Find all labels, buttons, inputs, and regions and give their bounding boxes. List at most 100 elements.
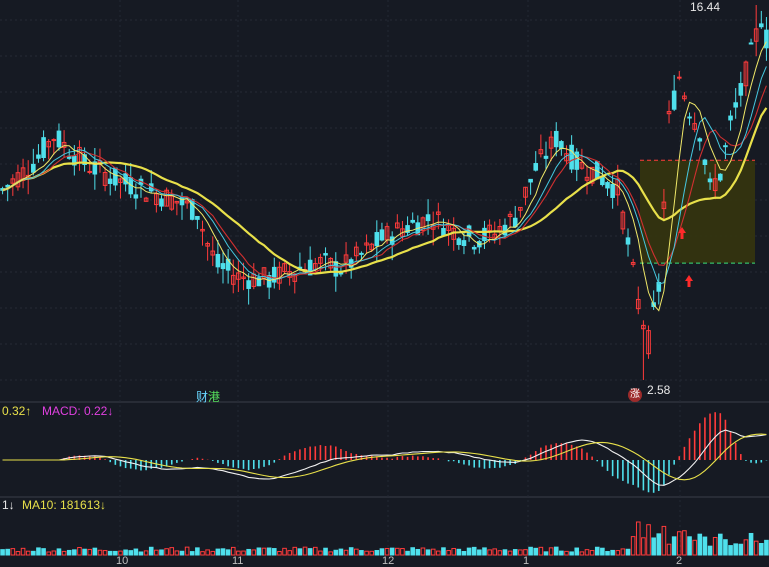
volume-bar: [416, 549, 420, 555]
volume-bar: [247, 549, 251, 555]
candle-body: [688, 117, 692, 118]
volume-bar: [426, 550, 430, 555]
volume-bar: [488, 550, 492, 555]
volume-bar: [401, 549, 405, 555]
volume-bar: [631, 537, 635, 555]
candle-body: [749, 43, 753, 44]
volume-bar: [677, 532, 681, 555]
volume-bar: [626, 549, 630, 555]
volume-bar: [519, 550, 523, 555]
volume-bar: [595, 547, 599, 555]
volume-bar: [185, 547, 189, 555]
volume-panel: [1, 522, 768, 555]
volume-bar: [452, 548, 456, 555]
volume-bar: [442, 548, 446, 555]
candle-body: [570, 145, 574, 169]
volume-bar: [565, 551, 569, 555]
volume-bar: [708, 546, 712, 555]
volume-bar: [129, 551, 133, 555]
candle-body: [729, 116, 733, 120]
volume-bar: [103, 551, 107, 555]
candle-body: [724, 146, 728, 147]
candle-body: [221, 264, 225, 269]
volume-bar: [293, 547, 297, 555]
candle-body: [698, 139, 702, 141]
volume-bar: [1, 550, 5, 555]
volume-bar: [431, 549, 435, 555]
volume-bar: [590, 551, 594, 555]
volume-bar: [329, 552, 333, 555]
macd-panel: [3, 412, 767, 493]
volume-bar: [231, 547, 235, 555]
volume-bar: [611, 550, 615, 555]
news-suffix: 港: [208, 390, 220, 404]
candle-body: [324, 254, 328, 255]
volume-bar: [554, 547, 558, 555]
volume-bar: [467, 548, 471, 555]
candle-body: [52, 140, 56, 141]
volume-bar: [67, 550, 71, 555]
volume-bar: [206, 550, 210, 555]
volume-bar: [447, 551, 451, 555]
macd-dea-line: [3, 434, 767, 480]
volume-ma10-legend: MA10: 181613↓: [22, 498, 106, 512]
volume-legend-prefix: 1↓: [2, 498, 15, 512]
volume-bar: [37, 548, 41, 555]
volume-bar: [539, 547, 543, 555]
candle-body: [462, 241, 466, 246]
macd-dif-line: [3, 430, 767, 485]
volume-bar: [498, 551, 502, 555]
volume-bar: [765, 540, 769, 555]
candle-body: [37, 155, 41, 158]
candle-body: [426, 215, 430, 221]
price-high-label: 16.44: [690, 0, 720, 14]
volume-bar: [267, 548, 271, 555]
volume-bar: [457, 549, 461, 555]
volume-bar: [724, 540, 728, 555]
volume-bar: [760, 544, 764, 555]
volume-bar: [108, 551, 112, 555]
volume-bar: [308, 549, 312, 555]
candle-body: [765, 30, 769, 48]
volume-bar: [334, 550, 338, 555]
news-marker[interactable]: 财港: [196, 388, 220, 405]
volume-bar: [144, 551, 148, 555]
candle-body: [718, 174, 722, 180]
candle-body: [739, 84, 743, 96]
volume-bar: [390, 548, 394, 555]
candle-body: [32, 164, 36, 172]
volume-bar: [160, 550, 164, 555]
candle-body: [334, 262, 338, 276]
volume-bar: [226, 550, 230, 555]
volume-bar: [32, 551, 36, 555]
volume-bar: [365, 551, 369, 555]
volume-bar: [170, 548, 174, 555]
volume-bar: [560, 551, 564, 555]
candle-body: [380, 230, 384, 240]
volume-bar: [47, 552, 51, 555]
candle-body: [57, 131, 61, 147]
x-tick-label: 11: [232, 555, 243, 567]
volume-bar: [647, 525, 651, 555]
volume-bar: [606, 552, 610, 555]
volume-bar: [744, 540, 748, 555]
candle-body: [703, 160, 707, 164]
low-badge: 涨: [628, 388, 642, 402]
volume-bar: [544, 552, 548, 555]
volume-bar: [175, 551, 179, 555]
volume-bar: [754, 541, 758, 555]
volume-bar: [652, 538, 656, 555]
volume-bar: [662, 526, 666, 555]
volume-bar: [585, 550, 589, 555]
x-tick-label: 2: [676, 555, 682, 567]
volume-bar: [139, 552, 143, 555]
volume-bar: [580, 552, 584, 555]
volume-bar: [190, 552, 194, 555]
volume-bar: [729, 546, 733, 555]
candle-body: [216, 254, 220, 266]
macd-legend: MACD: 0.22↓: [42, 404, 113, 418]
volume-bar: [149, 547, 153, 555]
volume-bar: [134, 549, 138, 555]
volume-bar: [313, 547, 317, 555]
